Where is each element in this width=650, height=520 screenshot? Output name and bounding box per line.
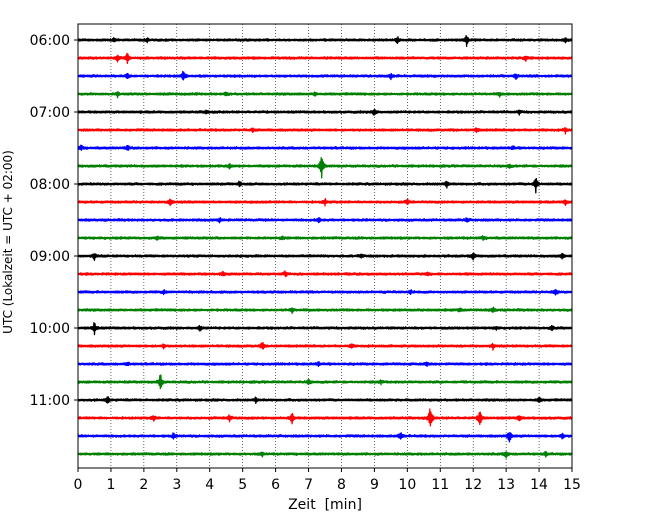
x-tick-label: 1	[106, 477, 115, 493]
trace-0730	[77, 144, 573, 151]
trace-1145	[77, 450, 573, 459]
x-tick-label: 5	[238, 477, 247, 493]
x-tick-label: 8	[337, 477, 346, 493]
trace-0830	[77, 216, 573, 224]
trace-0915	[77, 270, 573, 278]
y-tick-label: 09:00	[30, 249, 70, 265]
x-tick-label: 15	[563, 477, 581, 493]
trace-1015	[77, 341, 573, 351]
trace-1130	[77, 431, 573, 443]
trace-layer	[77, 34, 573, 459]
trace-1045	[77, 374, 573, 390]
grid-layer	[110, 24, 540, 468]
trace-0715	[77, 127, 573, 135]
trace-0630	[77, 70, 573, 81]
trace-0930	[77, 289, 573, 296]
x-tick-label: 3	[172, 477, 181, 493]
x-tick-label: 6	[271, 477, 280, 493]
x-tick-label: 10	[398, 477, 416, 493]
y-tick-label: 11:00	[30, 393, 70, 409]
x-axis-title: Zeit [min]	[288, 497, 362, 513]
x-axis-ticks: 0 1 2 3 4 5 6 7 8 9 10 11 12 13 14 15	[74, 468, 581, 493]
trace-1115	[77, 408, 573, 427]
trace-0800	[77, 177, 573, 194]
trace-0900	[77, 252, 573, 261]
trace-0845	[77, 235, 573, 241]
trace-0615	[77, 52, 573, 64]
y-axis-ticks: 06:00 07:00 08:00 09:00 10:00 11:00	[30, 33, 78, 409]
trace-0745	[77, 156, 573, 179]
x-tick-label: 4	[205, 477, 214, 493]
x-tick-label: 0	[74, 477, 83, 493]
y-axis-title: UTC (Lokalzeit = UTC + 02:00)	[1, 150, 15, 334]
x-tick-label: 12	[464, 477, 482, 493]
trace-0945	[77, 306, 573, 315]
trace-0700	[77, 108, 573, 116]
trace-0815	[77, 198, 573, 207]
plot-frame	[77, 23, 573, 469]
trace-1030	[77, 361, 573, 368]
x-tick-label: 13	[497, 477, 515, 493]
trace-0645	[77, 91, 573, 99]
x-tick-label: 11	[431, 477, 449, 493]
trace-0600	[77, 34, 573, 48]
x-tick-label: 7	[304, 477, 313, 493]
y-tick-label: 07:00	[30, 105, 70, 121]
y-tick-label: 08:00	[30, 177, 70, 193]
x-tick-label: 2	[139, 477, 148, 493]
trace-1000	[77, 322, 573, 336]
y-tick-label: 10:00	[30, 321, 70, 337]
x-tick-label: 14	[530, 477, 548, 493]
y-tick-label: 06:00	[30, 33, 70, 49]
x-tick-label: 9	[370, 477, 379, 493]
trace-1100	[77, 396, 573, 405]
